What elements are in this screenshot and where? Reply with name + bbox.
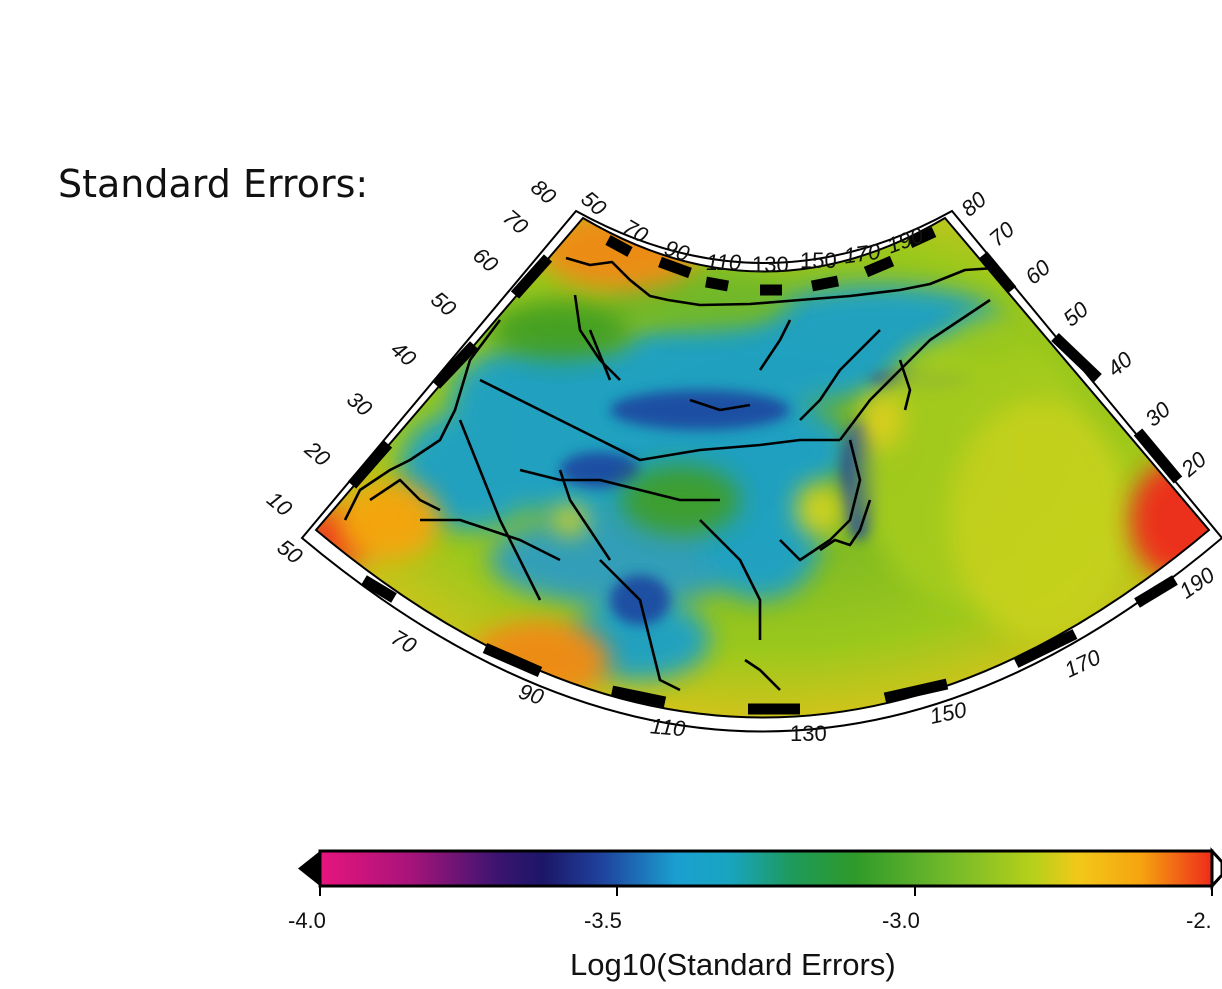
colorbar-gradient — [318, 849, 1214, 888]
tick-label: 170 — [1061, 644, 1106, 682]
tick-label: 130 — [790, 721, 827, 746]
tick-label: 10 — [262, 486, 297, 521]
tick-label: 60 — [468, 242, 503, 277]
coastlines — [343, 256, 996, 692]
map-frame — [300, 209, 1222, 733]
colorbar-tick-label: -3.0 — [882, 908, 920, 933]
tick-label: 90 — [516, 678, 548, 710]
tick-label: 30 — [1140, 396, 1175, 431]
colorbar-tick-label: -2. — [1186, 908, 1212, 933]
tick-label: 170 — [842, 239, 883, 269]
colorbar-title: Log10(Standard Errors) — [570, 947, 896, 982]
tick-label: 40 — [1102, 346, 1137, 381]
frame-ticks — [347, 227, 1183, 715]
tick-label: 30 — [342, 386, 377, 421]
tick-label: 190 — [1175, 562, 1220, 604]
tick-label: 40 — [386, 336, 421, 371]
tick-label: 70 — [984, 216, 1019, 251]
tick-label: 50 — [1058, 296, 1093, 331]
colorbar-tick-label: -3.5 — [584, 908, 622, 933]
tick-label: 60 — [1020, 254, 1055, 289]
tick-label: 110 — [649, 713, 687, 741]
tick-label: 70 — [387, 625, 421, 659]
tick-label: 150 — [800, 248, 837, 273]
tick-label: 110 — [706, 250, 742, 275]
tick-label: 80 — [526, 174, 561, 209]
colorbar-low-arrow — [298, 851, 320, 886]
colorbar-tick-label: -4.0 — [288, 908, 326, 933]
colorbar-high-arrow — [1210, 847, 1222, 890]
tick-label: 150 — [928, 697, 970, 729]
colorbar-ticks — [319, 886, 1213, 896]
colorbar: -4.0 -3.5 -3.0 -2. Log10(Standard Errors… — [288, 847, 1222, 982]
tick-label: 20 — [299, 436, 335, 472]
tick-label: 50 — [576, 186, 611, 221]
tick-label: 50 — [426, 286, 461, 321]
tick-label: 130 — [752, 252, 789, 277]
page-title: Standard Errors: — [58, 162, 369, 206]
tick-label: 70 — [498, 204, 533, 239]
tick-label: 80 — [956, 186, 991, 221]
